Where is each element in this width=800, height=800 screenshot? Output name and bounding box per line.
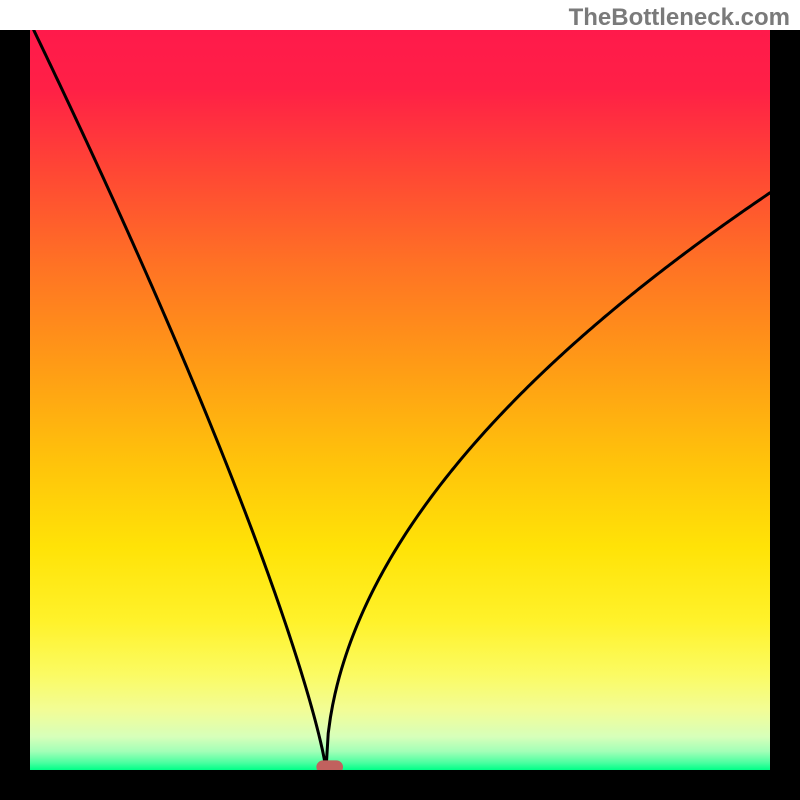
watermark-text: TheBottleneck.com (569, 4, 790, 32)
chart-container: TheBottleneck.com (0, 0, 800, 800)
plot-background (30, 30, 770, 770)
chart-svg (0, 0, 800, 800)
